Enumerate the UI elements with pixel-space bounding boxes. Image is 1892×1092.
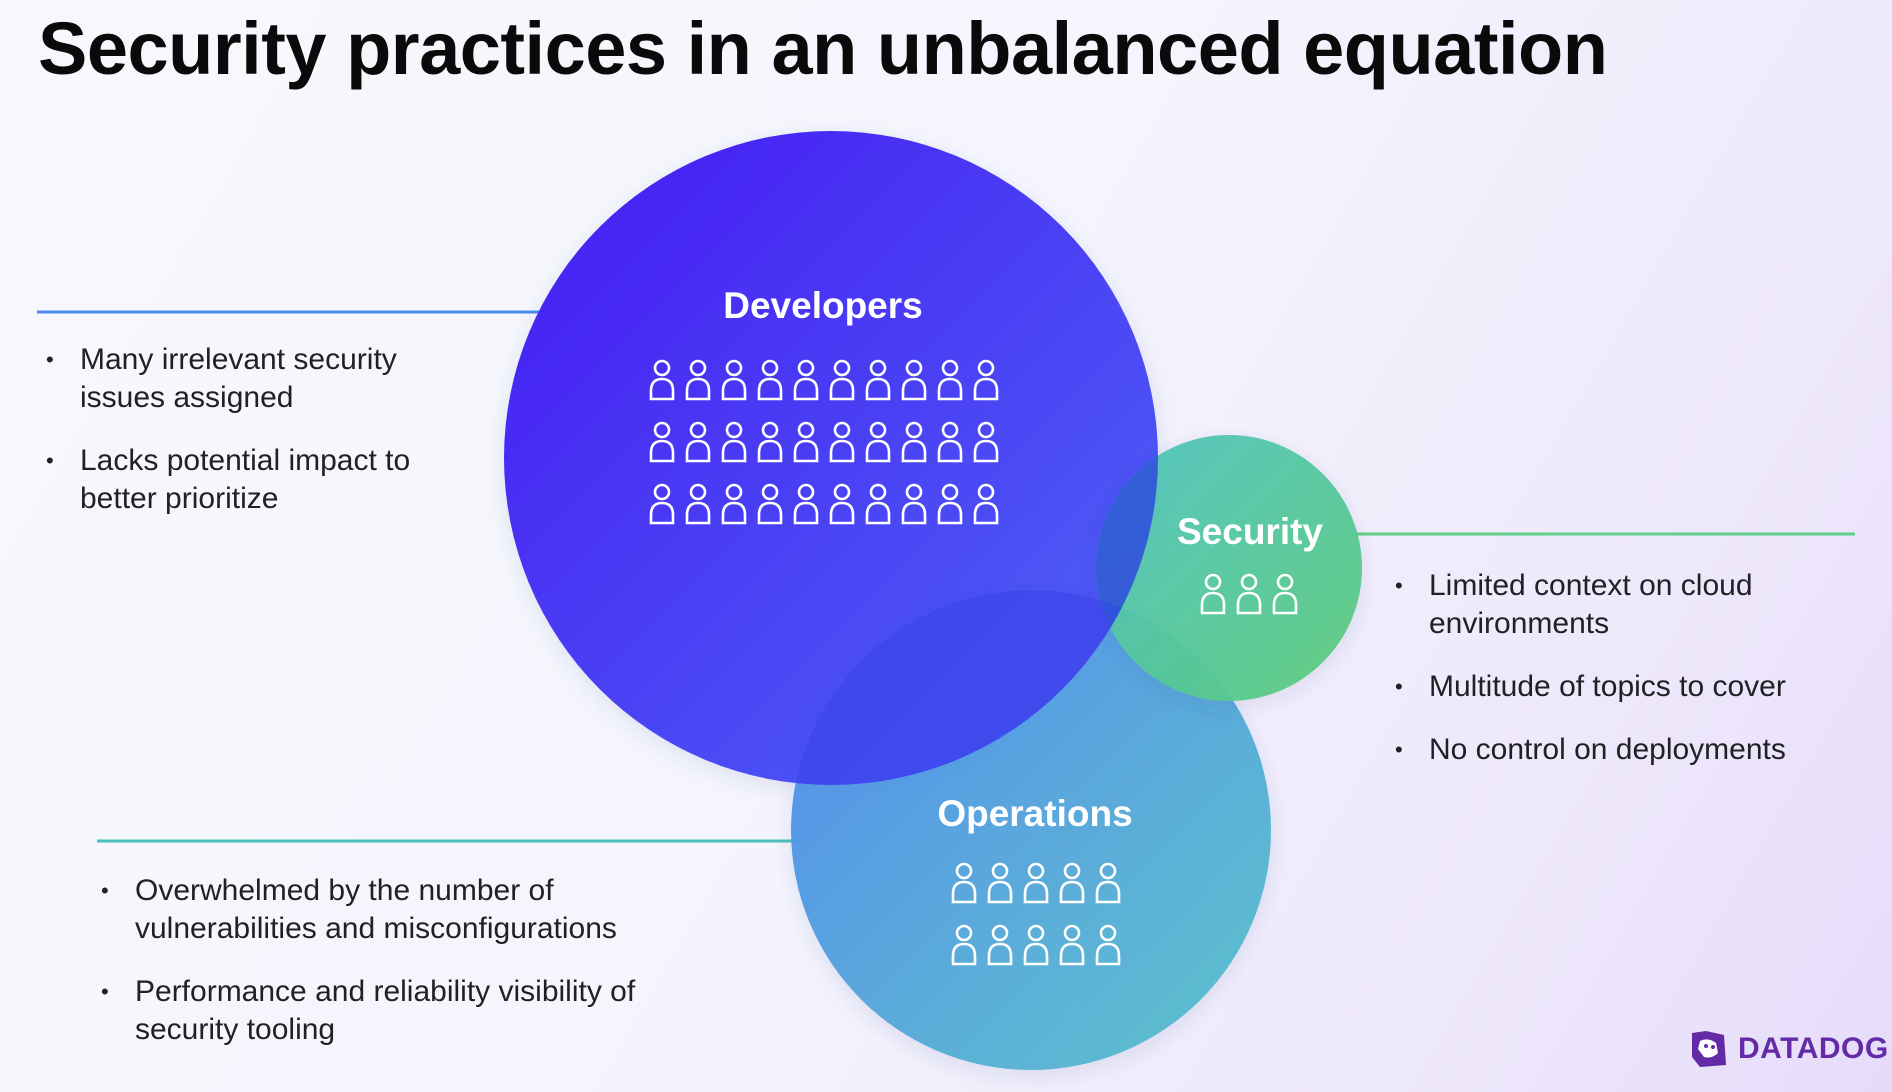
person-icon — [973, 421, 999, 463]
person-icon — [865, 483, 891, 525]
person-icon — [937, 359, 963, 401]
person-icon — [757, 483, 783, 525]
developers-people-grid — [649, 359, 999, 525]
person-icon — [1059, 862, 1085, 904]
page-title: Security practices in an unbalanced equa… — [38, 7, 1608, 90]
person-icon — [987, 924, 1013, 966]
person-icon — [1023, 862, 1049, 904]
security-circle — [1096, 435, 1362, 701]
developers-label: Developers — [723, 285, 923, 326]
person-icon — [829, 421, 855, 463]
security-notes: Limited context on cloud environments Mu… — [1387, 567, 1857, 794]
datadog-dog-icon — [1692, 1031, 1726, 1067]
person-icon — [685, 421, 711, 463]
person-icon — [1200, 573, 1226, 615]
person-icon — [793, 483, 819, 525]
person-icon — [721, 483, 747, 525]
datadog-logo: DATADOG — [1686, 1027, 1889, 1071]
person-icon — [649, 483, 675, 525]
developers-notes: Many irrelevant security issues assigned… — [38, 341, 478, 543]
person-icon — [951, 862, 977, 904]
security-note: No control on deployments — [1387, 731, 1857, 769]
person-icon — [1095, 862, 1121, 904]
person-icon — [1095, 924, 1121, 966]
person-icon — [685, 483, 711, 525]
person-icon — [1059, 924, 1085, 966]
person-icon — [721, 421, 747, 463]
developers-note: Lacks potential impact to better priorit… — [38, 442, 478, 518]
developers-note: Many irrelevant security issues assigned — [38, 341, 478, 417]
person-icon — [987, 862, 1013, 904]
person-icon — [793, 359, 819, 401]
operations-note: Overwhelmed by the number of vulnerabili… — [93, 872, 713, 948]
security-note: Limited context on cloud environments — [1387, 567, 1857, 643]
person-icon — [937, 483, 963, 525]
person-icon — [901, 483, 927, 525]
person-icon — [901, 421, 927, 463]
person-icon — [721, 359, 747, 401]
security-label: Security — [1177, 511, 1323, 552]
person-icon — [973, 359, 999, 401]
person-icon — [649, 421, 675, 463]
person-icon — [865, 359, 891, 401]
person-icon — [1023, 924, 1049, 966]
person-icon — [649, 359, 675, 401]
person-icon — [1236, 573, 1262, 615]
datadog-wordmark: DATADOG — [1738, 1032, 1889, 1065]
security-note: Multitude of topics to cover — [1387, 668, 1857, 706]
person-icon — [757, 359, 783, 401]
person-icon — [793, 421, 819, 463]
person-icon — [865, 421, 891, 463]
person-icon — [757, 421, 783, 463]
person-icon — [829, 359, 855, 401]
person-icon — [685, 359, 711, 401]
operations-note: Performance and reliability visibility o… — [93, 973, 713, 1049]
operations-label: Operations — [937, 793, 1132, 834]
person-icon — [1272, 573, 1298, 615]
person-icon — [951, 924, 977, 966]
person-icon — [901, 359, 927, 401]
operations-notes: Overwhelmed by the number of vulnerabili… — [93, 872, 713, 1074]
security-people-grid — [1200, 573, 1298, 615]
operations-people-grid — [951, 862, 1121, 966]
person-icon — [937, 421, 963, 463]
person-icon — [829, 483, 855, 525]
person-icon — [973, 483, 999, 525]
